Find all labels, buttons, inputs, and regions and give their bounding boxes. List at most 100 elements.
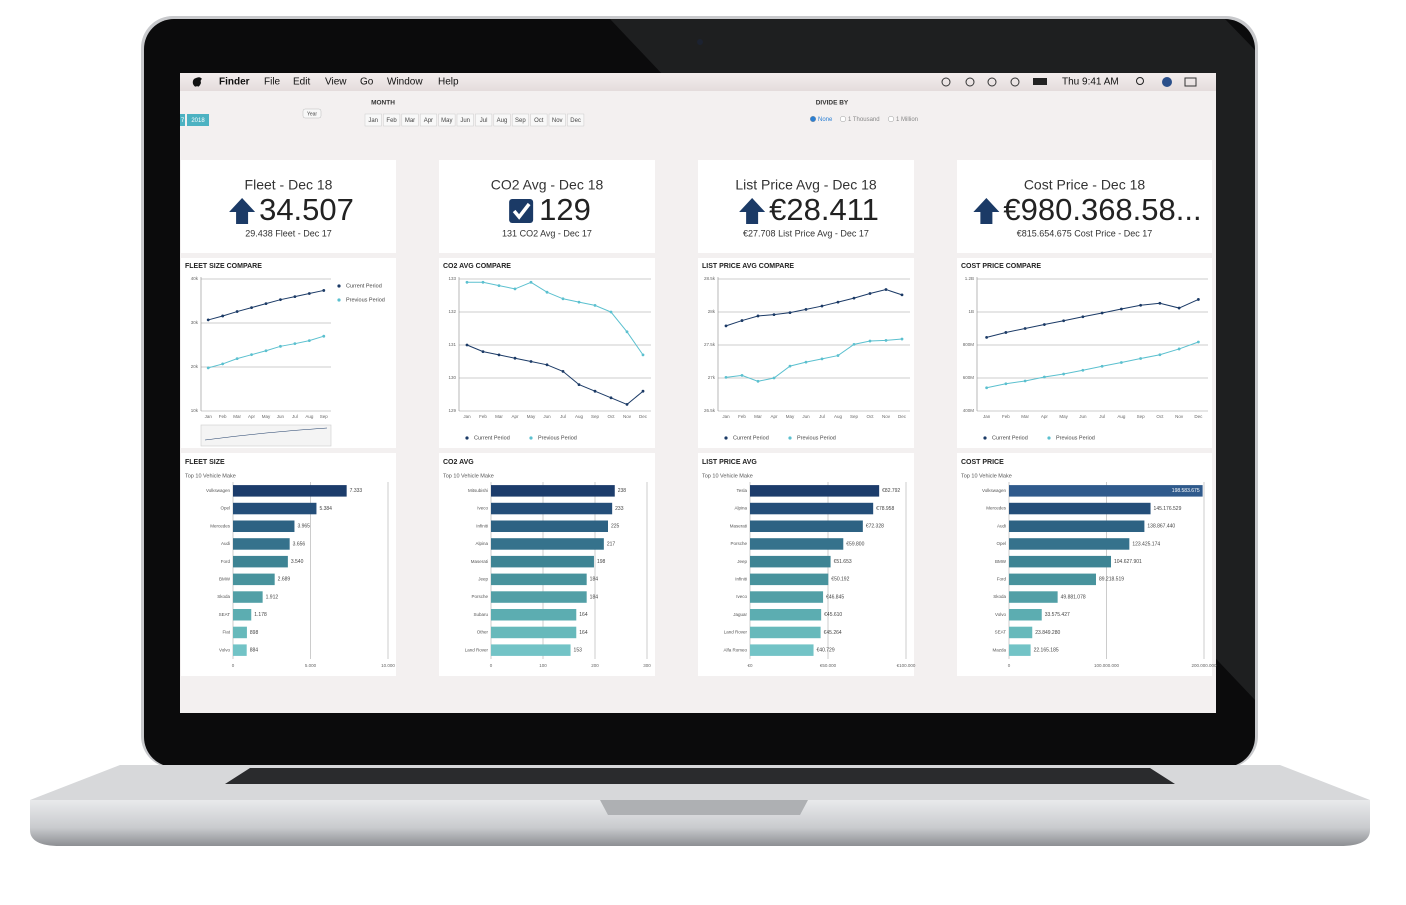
- data-label: €59.800: [846, 541, 864, 547]
- radio[interactable]: [839, 115, 847, 123]
- data-point: [1177, 306, 1181, 310]
- x-tick-label: May: [262, 414, 271, 419]
- y-tick-label: Land Rover: [465, 647, 489, 652]
- y-tick-label: BMW: [995, 559, 1007, 564]
- data-point: [465, 280, 469, 284]
- data-label: 138.867.440: [1147, 524, 1175, 530]
- menu-item[interactable]: File: [264, 77, 281, 88]
- kpi-value: 129: [539, 192, 591, 227]
- x-tick-label: Mar: [754, 414, 762, 419]
- menu-item[interactable]: Window: [387, 77, 423, 88]
- y-tick-label: Jaguar: [733, 612, 747, 617]
- radio[interactable]: [809, 115, 817, 123]
- data-label: 104.627.901: [1114, 559, 1142, 565]
- menu-item[interactable]: Go: [360, 77, 374, 88]
- month-button[interactable]: [438, 113, 456, 127]
- series-line: [986, 341, 1199, 389]
- kpi-card: [957, 160, 1212, 253]
- month-button[interactable]: [475, 113, 493, 127]
- data-point: [497, 284, 501, 287]
- x-tick-label: Jan: [463, 414, 471, 419]
- y-tick-label: Alpina: [475, 541, 488, 546]
- legend-label: Current Period: [992, 435, 1028, 441]
- data-point: [1100, 364, 1104, 368]
- month-button[interactable]: [548, 113, 566, 127]
- bar: [750, 502, 874, 515]
- chart-card: [181, 258, 396, 448]
- month-button[interactable]: [511, 113, 529, 127]
- data-label: 123.425.174: [1132, 541, 1160, 547]
- x-tick-label: 100.000.000: [1094, 663, 1120, 668]
- x-tick-label: Jun: [1079, 414, 1087, 419]
- menu-item[interactable]: Help: [438, 77, 459, 88]
- data-point: [772, 376, 776, 380]
- legend-marker: [337, 284, 341, 288]
- bar: [491, 502, 613, 515]
- month-button[interactable]: [383, 113, 401, 127]
- series-line: [986, 299, 1199, 338]
- x-tick-label: €50.000: [820, 663, 837, 668]
- year-button[interactable]: [187, 114, 209, 126]
- x-tick-label: 200: [591, 663, 599, 668]
- data-point: [561, 297, 565, 301]
- y-tick-label: Skoda: [217, 594, 230, 599]
- data-point: [1139, 303, 1143, 307]
- y-tick-label: Maserati: [471, 559, 488, 564]
- menu-item[interactable]: View: [325, 77, 347, 88]
- kpi-value: 34.507: [259, 192, 354, 227]
- year-toggle[interactable]: [302, 108, 322, 119]
- kpi-subtitle: €815.654.675 Cost Price - Dec 17: [1017, 228, 1153, 238]
- data-point: [884, 338, 888, 342]
- bar: [1009, 485, 1203, 497]
- month-button[interactable]: [567, 113, 585, 127]
- chart-subtitle: Top 10 Vehicle Make: [702, 473, 753, 479]
- month-button[interactable]: [419, 113, 437, 127]
- bar: [1009, 608, 1042, 621]
- data-point: [1004, 331, 1008, 334]
- data-point: [221, 314, 225, 318]
- x-tick-label: Aug: [575, 414, 584, 419]
- x-tick-label: 200.000.000: [1191, 663, 1217, 668]
- data-label: 7.333: [350, 488, 363, 494]
- data-point: [545, 290, 549, 294]
- data-point: [804, 307, 808, 311]
- month-button[interactable]: [456, 113, 474, 127]
- kpi-value: €980.368.58...: [1003, 192, 1201, 227]
- radio[interactable]: [887, 115, 895, 123]
- y-tick-label: Porsche: [730, 541, 747, 546]
- month-button[interactable]: [530, 113, 548, 127]
- y-tick-label: BMW: [219, 577, 231, 582]
- y-tick-label: 132: [448, 309, 456, 314]
- month-button[interactable]: [401, 113, 419, 127]
- data-label: 1.912: [266, 594, 279, 600]
- data-point: [868, 339, 872, 343]
- data-label: 49.881.078: [1061, 594, 1086, 600]
- data-label: 225: [611, 524, 620, 530]
- month-label: Nov: [552, 118, 563, 124]
- bar: [1009, 538, 1130, 550]
- y-tick-label: Iveco: [477, 506, 488, 511]
- menu-item[interactable]: Edit: [293, 77, 310, 88]
- data-point: [322, 334, 326, 338]
- data-point: [625, 330, 629, 334]
- data-point: [1062, 372, 1066, 376]
- month-button[interactable]: [493, 113, 511, 127]
- data-point: [836, 354, 840, 357]
- data-label: 898: [250, 630, 259, 636]
- data-label: 22.165.185: [1034, 647, 1059, 653]
- navigator-line: [204, 427, 328, 441]
- legend-marker: [788, 436, 792, 440]
- x-tick-label: Aug: [834, 414, 843, 419]
- status-icon: [987, 77, 997, 87]
- data-point: [756, 314, 760, 318]
- status-icon: [941, 77, 951, 87]
- x-tick-label: Dec: [1194, 414, 1203, 419]
- bar: [491, 626, 577, 639]
- kpi-icon: [229, 198, 256, 224]
- data-label: €50.192: [831, 577, 849, 583]
- y-tick-label: Volkswagen: [206, 488, 231, 493]
- month-button[interactable]: [364, 113, 382, 127]
- year-button[interactable]: [180, 114, 185, 126]
- chart-subtitle: Top 10 Vehicle Make: [443, 473, 494, 479]
- x-tick-label: Oct: [607, 414, 615, 419]
